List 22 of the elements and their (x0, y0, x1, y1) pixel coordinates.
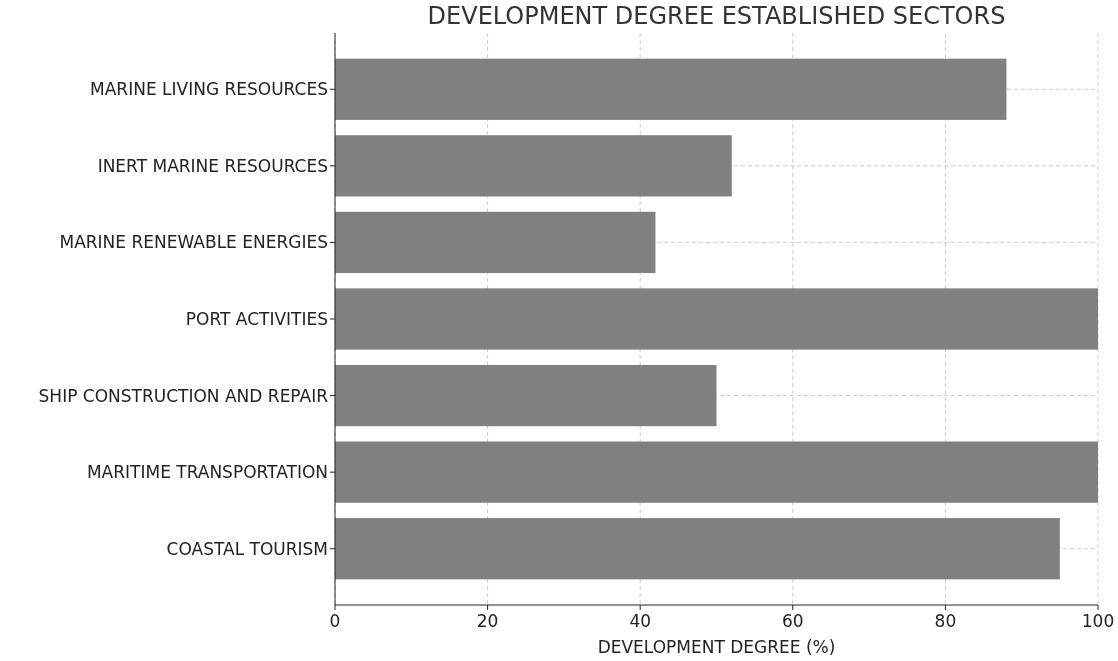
y-tick-label: MARINE LIVING RESOURCES (90, 79, 328, 100)
y-tick-label: PORT ACTIVITIES (185, 309, 328, 329)
bar (335, 211, 656, 274)
x-tick-label: 40 (629, 611, 652, 631)
bar (335, 518, 1060, 580)
y-tick-label: MARINE RENEWABLE ENERGIES (59, 232, 328, 253)
bar (335, 135, 732, 197)
x-axis-title: DEVELOPMENT DEGREE (%) (597, 637, 836, 657)
chart-title: DEVELOPMENT DEGREE ESTABLISHED SECTORS (427, 2, 1006, 30)
y-tick-label: COASTAL TOURISM (166, 538, 328, 559)
x-tick-label: 100 (1081, 611, 1115, 631)
y-tick-label: INERT MARINE RESOURCES (97, 155, 328, 176)
bar (335, 288, 1098, 350)
x-tick-label: 0 (329, 611, 341, 631)
bar (335, 58, 1007, 120)
x-tick-label: 80 (934, 611, 957, 631)
bar (335, 364, 717, 427)
y-tick-label: MARITIME TRANSPORTATION (86, 462, 328, 483)
y-tick-label: SHIP CONSTRUCTION AND REPAIR (38, 385, 329, 406)
x-tick-label: 60 (781, 611, 804, 631)
bar (335, 441, 1098, 503)
x-tick-label: 20 (476, 611, 499, 631)
